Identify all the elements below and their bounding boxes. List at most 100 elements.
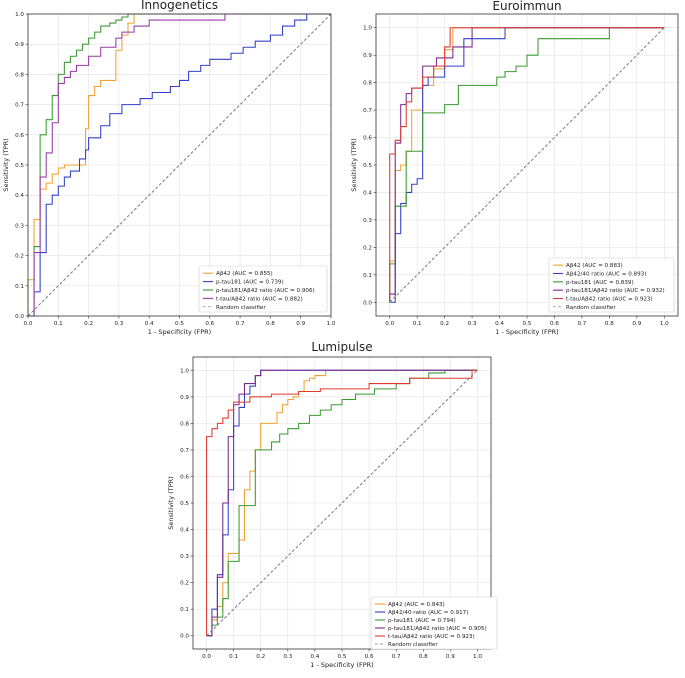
y-tick-label: 0.1 <box>15 284 24 290</box>
legend: Aβ42 (AUC = 0.883) Aβ42/40 ratio (AUC = 0… <box>548 257 675 313</box>
roc-panel-innogenetics: 0.0 0.1 0.2 0.3 0.4 0.5 0.6 0.7 0.8 0.9 1.0 0.0 0.1 0… <box>2 0 336 336</box>
x-tick-label: 0.8 <box>605 321 614 327</box>
x-tick-label: 0.2 <box>84 321 93 327</box>
x-tick-label: 0.3 <box>468 321 477 327</box>
legend-entry: p-tau181/Aβ42 ratio (AUC = 0.906) <box>216 288 315 294</box>
roc-curve <box>206 369 478 637</box>
legend-entry: Aβ42 (AUC = 0.883) <box>566 263 623 269</box>
x-axis-label: 1 - Specificity (FPR) <box>310 661 373 669</box>
legend-entry: p-tau181 (AUC = 0.739) <box>216 280 284 286</box>
y-tick-label: 0.7 <box>15 103 24 109</box>
roc-curve <box>389 27 665 303</box>
legend-entry: t-tau/Aβ42 ratio (AUC = 0.923) <box>566 297 653 303</box>
roc-curve <box>389 27 665 303</box>
x-tick-label: 0.5 <box>523 321 532 327</box>
legend-entry: Aβ42/40 ratio (AUC = 0.893) <box>566 272 646 278</box>
legend-entry: t-tau/Aβ42 ratio (AUC = 0.923) <box>388 634 475 640</box>
legend-entry: p-tau181 (AUC = 0.839) <box>566 280 634 286</box>
legend-entry: p-tau181/Aβ42 ratio (AUC = 0.932) <box>566 288 665 294</box>
plot-frame <box>192 356 492 650</box>
y-tick-label: 0.6 <box>363 136 372 142</box>
legend: Aβ42 (AUC = 0.843) Aβ42/40 ratio (AUC = 0… <box>370 596 498 650</box>
y-tick-label: 0.5 <box>180 501 189 507</box>
legend: Aβ42 (AUC = 0.855) p-tau181 (AUC = 0.739)… <box>198 265 328 313</box>
legend-entry: Aβ42/40 ratio (AUC = 0.917) <box>388 610 468 616</box>
y-tick-label: 1.0 <box>15 12 24 18</box>
y-tick-label: 0.3 <box>180 554 189 560</box>
y-tick-label: 0.1 <box>180 607 189 613</box>
y-tick-label: 0.8 <box>363 81 372 87</box>
y-tick-label: 0.3 <box>15 223 24 229</box>
x-tick-label: 0.8 <box>419 654 428 660</box>
y-axis-label: Sensitivity (TPR) <box>2 138 10 191</box>
legend-box <box>370 596 498 650</box>
roc-curve <box>389 27 665 303</box>
y-tick-label: 0.6 <box>15 133 24 139</box>
y-tick-label: 0.7 <box>363 108 372 114</box>
x-tick-label: 0.5 <box>338 654 347 660</box>
legend-entry: Random classifier <box>388 642 438 648</box>
y-tick-label: 0.6 <box>180 474 189 480</box>
plot-frame <box>375 13 679 317</box>
x-tick-label: 1.0 <box>473 654 482 660</box>
x-tick-label: 0.4 <box>495 321 504 327</box>
y-tick-label: 0.4 <box>363 190 372 196</box>
y-tick-label: 0.0 <box>180 634 189 640</box>
y-tick-label: 0.0 <box>15 314 24 320</box>
y-tick-label: 0.4 <box>15 193 24 199</box>
x-tick-label: 0.3 <box>283 654 292 660</box>
x-tick-label: 0.6 <box>205 321 214 327</box>
roc-curve <box>28 13 331 317</box>
x-tick-label: 0.6 <box>365 654 374 660</box>
legend-entry: p-tau181 (AUC = 0.794) <box>388 618 456 624</box>
legend-entry: t-tau/Aβ42 ratio (AUC = 0.882) <box>216 296 303 302</box>
x-axis-label: 1 - Specificity (FPR) <box>495 328 558 336</box>
legend-entry: Random classifier <box>566 305 616 311</box>
y-tick-label: 0.3 <box>363 218 372 224</box>
legend-entry: Aβ42 (AUC = 0.855) <box>216 271 273 277</box>
x-tick-label: 0.7 <box>392 654 401 660</box>
x-tick-label: 0.1 <box>229 654 238 660</box>
legend-entry: Random classifier <box>216 305 266 311</box>
roc-curve <box>27 13 331 316</box>
x-tick-label: 0.0 <box>385 321 394 327</box>
legend-entry: Aβ42 (AUC = 0.843) <box>388 602 445 608</box>
y-tick-label: 0.9 <box>363 53 372 59</box>
x-tick-label: 0.9 <box>446 654 455 660</box>
x-tick-label: 1.0 <box>660 321 669 327</box>
y-tick-label: 0.7 <box>180 448 189 454</box>
y-axis-label: Sensitivity (TPR) <box>350 138 358 191</box>
roc-panel-euroimmun: 0.0 0.1 0.2 0.3 0.4 0.5 0.6 0.7 0.8 0.9 1.0 0.0 0.1 0… <box>350 0 679 336</box>
y-tick-label: 0.9 <box>15 42 24 48</box>
chart-title: Lumipulse <box>311 340 372 354</box>
x-tick-label: 0.2 <box>440 321 449 327</box>
chart-title: Innogenetics <box>141 0 218 12</box>
x-axis-label: 1 - Specificity (FPR) <box>148 328 211 336</box>
y-tick-label: 0.4 <box>180 528 189 534</box>
chart-title: Euroimmun <box>492 0 561 13</box>
x-tick-label: 0.5 <box>175 321 184 327</box>
roc-curve <box>206 369 478 637</box>
legend-box <box>548 257 675 313</box>
y-tick-label: 1.0 <box>180 368 189 374</box>
x-tick-label: 0.7 <box>236 321 245 327</box>
x-tick-label: 0.4 <box>145 321 154 327</box>
y-tick-label: 0.2 <box>363 245 372 251</box>
x-tick-label: 0.6 <box>550 321 559 327</box>
y-axis-label: Sensitivity (TPR) <box>167 476 175 529</box>
y-tick-label: 1.0 <box>363 26 372 32</box>
x-tick-label: 0.4 <box>310 654 319 660</box>
roc-panel-lumipulse: 0.0 0.1 0.2 0.3 0.4 0.5 0.6 0.7 0.8 0.9 1.0 0.0 0.1 0… <box>167 340 498 669</box>
x-tick-label: 0.3 <box>114 321 123 327</box>
random-classifier-line <box>27 13 332 317</box>
plot-frame <box>27 13 332 317</box>
x-tick-label: 0.9 <box>296 321 305 327</box>
y-tick-label: 0.0 <box>363 300 372 306</box>
x-tick-label: 0.1 <box>413 321 422 327</box>
y-tick-label: 0.9 <box>180 395 189 401</box>
legend-box <box>198 265 328 313</box>
x-tick-label: 0.7 <box>577 321 586 327</box>
y-tick-label: 0.2 <box>180 581 189 587</box>
y-tick-label: 0.8 <box>15 72 24 78</box>
